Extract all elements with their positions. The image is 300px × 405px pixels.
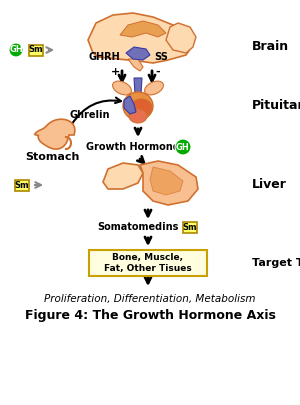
Circle shape	[9, 43, 23, 57]
Text: Brain: Brain	[252, 40, 289, 53]
FancyBboxPatch shape	[29, 45, 43, 55]
Text: Pituitary: Pituitary	[252, 98, 300, 111]
Circle shape	[175, 139, 191, 155]
Polygon shape	[134, 78, 142, 94]
Text: SS: SS	[154, 52, 168, 62]
Text: Ghrelin: Ghrelin	[70, 110, 110, 120]
Text: +: +	[111, 67, 121, 77]
Ellipse shape	[123, 92, 153, 120]
Polygon shape	[103, 163, 143, 189]
Text: GHRH: GHRH	[88, 52, 120, 62]
Ellipse shape	[112, 81, 131, 95]
Text: Target Tissues: Target Tissues	[252, 258, 300, 268]
Polygon shape	[150, 167, 183, 195]
Polygon shape	[140, 161, 198, 205]
Polygon shape	[124, 96, 136, 114]
Text: Figure 4: The Growth Hormone Axis: Figure 4: The Growth Hormone Axis	[25, 309, 275, 322]
Polygon shape	[128, 59, 143, 71]
Text: GH: GH	[9, 45, 23, 55]
Polygon shape	[166, 23, 196, 53]
FancyBboxPatch shape	[89, 250, 207, 276]
Text: Somatomedins: Somatomedins	[97, 222, 179, 232]
Text: Sm: Sm	[183, 222, 197, 232]
FancyBboxPatch shape	[183, 222, 197, 232]
Polygon shape	[34, 119, 75, 149]
Text: Sm: Sm	[29, 45, 43, 55]
Text: GH: GH	[176, 143, 190, 151]
Text: -: -	[156, 67, 160, 77]
Polygon shape	[120, 21, 166, 37]
Text: Sm: Sm	[15, 181, 29, 190]
Text: Liver: Liver	[252, 179, 287, 192]
Text: Proliferation, Differentiation, Metabolism: Proliferation, Differentiation, Metaboli…	[44, 294, 256, 304]
Text: Bone, Muscle,
Fat, Other Tisues: Bone, Muscle, Fat, Other Tisues	[104, 253, 192, 273]
Polygon shape	[88, 13, 193, 63]
Polygon shape	[126, 47, 150, 60]
Ellipse shape	[129, 109, 147, 123]
FancyBboxPatch shape	[15, 179, 29, 190]
Text: Growth Hormone: Growth Hormone	[86, 142, 180, 152]
Ellipse shape	[145, 81, 164, 95]
Text: Stomach: Stomach	[25, 152, 79, 162]
Ellipse shape	[130, 99, 152, 117]
